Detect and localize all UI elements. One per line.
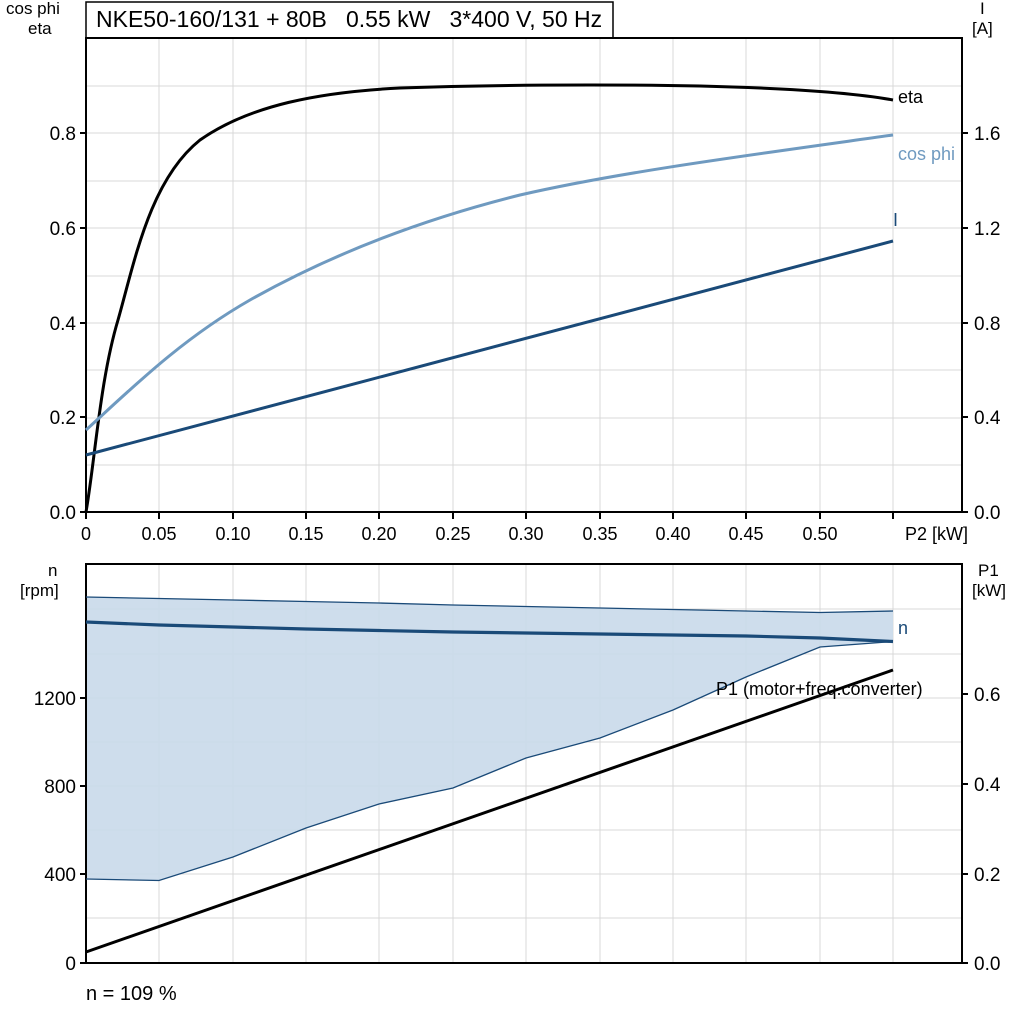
svg-text:0.4: 0.4: [50, 314, 77, 335]
svg-text:0.0: 0.0: [974, 954, 1000, 975]
svg-text:400: 400: [44, 865, 76, 886]
svg-text:0.45: 0.45: [728, 524, 763, 544]
svg-text:0.30: 0.30: [508, 524, 543, 544]
svg-text:0.15: 0.15: [288, 524, 323, 544]
svg-text:cos phi: cos phi: [6, 0, 60, 18]
svg-text:0.2: 0.2: [974, 865, 1000, 886]
svg-text:0.0: 0.0: [50, 503, 76, 524]
svg-text:cos phi: cos phi: [898, 144, 955, 164]
svg-text:n = 109 %: n = 109 %: [86, 983, 177, 1005]
svg-text:1.6: 1.6: [974, 124, 1000, 145]
svg-text:0.8: 0.8: [50, 124, 76, 145]
svg-text:[rpm]: [rpm]: [20, 581, 59, 600]
svg-text:0.2: 0.2: [50, 408, 76, 429]
svg-text:[kW]: [kW]: [972, 581, 1006, 600]
svg-text:0.6: 0.6: [974, 685, 1000, 706]
svg-text:0.8: 0.8: [974, 314, 1000, 335]
svg-text:I: I: [980, 0, 985, 18]
svg-text:0.0: 0.0: [974, 503, 1000, 524]
svg-text:I: I: [893, 210, 898, 230]
svg-text:0.6: 0.6: [50, 219, 76, 240]
svg-text:0.35: 0.35: [582, 524, 617, 544]
svg-text:P1 (motor+freq.converter): P1 (motor+freq.converter): [716, 679, 923, 699]
svg-text:0.4: 0.4: [974, 408, 1001, 429]
svg-text:0.05: 0.05: [141, 524, 176, 544]
svg-text:0.4: 0.4: [974, 775, 1001, 796]
svg-text:0.20: 0.20: [361, 524, 396, 544]
svg-text:1200: 1200: [34, 689, 76, 710]
svg-text:0.40: 0.40: [655, 524, 690, 544]
svg-text:eta: eta: [28, 19, 52, 38]
svg-text:0: 0: [65, 954, 76, 975]
svg-text:[A]: [A]: [972, 19, 993, 38]
svg-text:eta: eta: [898, 87, 924, 107]
svg-text:0.10: 0.10: [215, 524, 250, 544]
svg-text:n: n: [48, 561, 57, 580]
svg-text:n: n: [898, 618, 908, 638]
svg-text:1.2: 1.2: [974, 219, 1000, 240]
svg-text:P1: P1: [978, 561, 999, 580]
svg-text:0.50: 0.50: [802, 524, 837, 544]
svg-text:P2 [kW]: P2 [kW]: [905, 524, 968, 544]
svg-text:NKE50-160/131 + 80B 0.55 kW: NKE50-160/131 + 80B 0.55 kW 3*400 V, 50 …: [96, 6, 602, 32]
svg-text:800: 800: [44, 777, 76, 798]
svg-text:0.25: 0.25: [435, 524, 470, 544]
svg-text:0: 0: [81, 524, 91, 544]
